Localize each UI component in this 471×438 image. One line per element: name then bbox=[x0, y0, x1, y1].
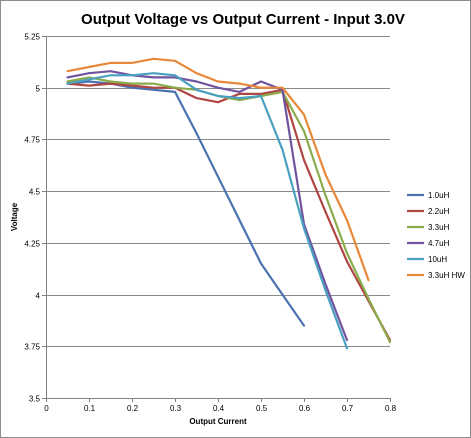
chart-title: Output Voltage vs Output Current - Input… bbox=[81, 11, 405, 28]
y-tick-label: 4.25 bbox=[24, 240, 40, 249]
x-tick-label: 0.3 bbox=[170, 404, 182, 413]
series-line bbox=[66, 70, 349, 342]
x-tick-label: 0.4 bbox=[213, 404, 225, 413]
x-tick-label: 0 bbox=[44, 404, 49, 413]
legend-label: 2.2uH bbox=[428, 207, 450, 216]
x-tick-label: 0.2 bbox=[127, 404, 139, 413]
x-tick-label: 0.7 bbox=[342, 404, 354, 413]
y-tick-label: 4 bbox=[36, 292, 41, 301]
x-tick-label: 0.5 bbox=[256, 404, 268, 413]
y-axis-label: Voltage bbox=[10, 202, 19, 231]
legend-label: 1.0uH bbox=[428, 191, 450, 200]
y-tick-label: 3.75 bbox=[24, 343, 40, 352]
legend-label: 4.7uH bbox=[428, 239, 450, 248]
legend: 1.0uH 2.2uH 3.3uH 4.7uH 10uH 3.3uH HW bbox=[407, 191, 465, 280]
legend-label: 3.3uH HW bbox=[428, 271, 465, 280]
x-tick-label: 0.8 bbox=[385, 404, 397, 413]
grid-layer bbox=[46, 36, 390, 399]
y-tick-label: 5 bbox=[36, 85, 41, 94]
legend-label: 10uH bbox=[428, 255, 447, 264]
y-tick-label: 5.25 bbox=[24, 33, 40, 42]
y-tick-label: 3.5 bbox=[29, 395, 41, 404]
series-line bbox=[66, 72, 349, 350]
y-tick-label: 4.5 bbox=[29, 188, 41, 197]
x-tick-label: 0.6 bbox=[299, 404, 311, 413]
axis-layer: 3.5 3.75 4 4.25 4.5 4.75 5 5.25 0 0.1 0.2 0.3 0.4 0.5… bbox=[24, 33, 396, 414]
x-tick-label: 0.1 bbox=[84, 404, 96, 413]
x-axis-label: Output Current bbox=[189, 417, 247, 426]
series-line bbox=[66, 57, 370, 282]
legend-label: 3.3uH bbox=[428, 223, 450, 232]
y-tick-label: 4.75 bbox=[24, 136, 40, 145]
series-layer bbox=[66, 57, 392, 350]
